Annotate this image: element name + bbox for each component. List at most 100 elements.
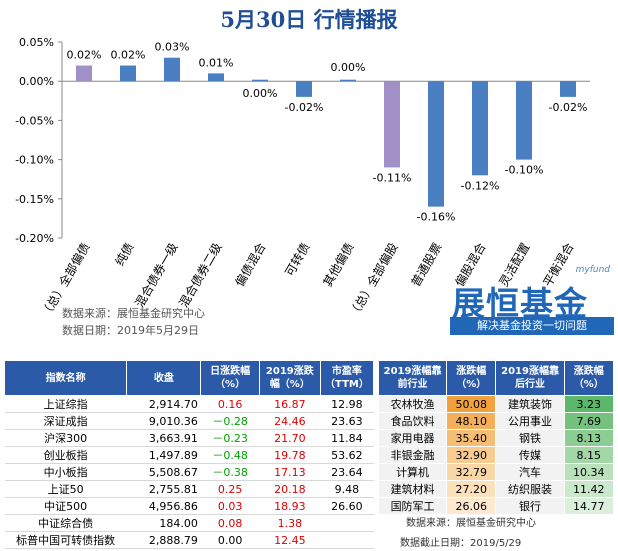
index-pe-cell [320,531,374,549]
bottom-change-cell: 8.13 [563,429,615,447]
industry-row: 非银金融 32.90 传媒 8.15 [377,446,615,464]
category-label: 混合债券二级 [176,240,225,310]
index-daily-change-cell: 0.16 [200,395,260,413]
index-row: 沪深300 3,663.91 －0.23 21.70 11.84 [4,429,374,447]
bar-value-label: -0.02% [285,101,324,114]
y-tick-label: -0.10% [15,154,54,167]
top-change-cell: 35.40 [446,429,497,447]
index-row: 深证成指 9,010.36 －0.28 24.46 23.63 [4,412,374,430]
industry-row: 国防军工 26.06 银行 14.77 [377,497,615,515]
index-name-cell: 沪深300 [4,429,127,447]
bar [76,65,92,82]
category-label: 混合债券一级 [132,240,181,310]
index-ytd-change-cell: 1.38 [259,514,321,532]
bar [472,81,488,176]
bar-value-label: -0.16% [417,211,456,224]
index-ytd-change-cell: 18.93 [259,497,321,515]
index-close-cell: 9,010.36 [126,412,201,430]
header-top-change: 涨跌幅（%） [446,360,497,396]
bar-value-label: 0.00% [331,61,366,74]
header-index-name: 指数名称 [3,360,128,396]
y-tick-label: 0.00% [19,75,54,88]
index-name-cell: 创业板指 [4,446,127,464]
index-row: 创业板指 1,497.89 －0.48 19.78 53.62 [4,446,374,464]
index-row: 标普中国可转债指数 2,888.79 0.00 12.45 [4,531,374,549]
index-table: 指数名称 收盘 日涨跌幅（%） 2019涨跌幅（%） 市盈率（TTM） 上证综指… [3,360,375,549]
bar [516,81,532,160]
table-date-note: 数据截止日期：2019/5/29 [400,538,522,549]
category-label: 可转债 [282,240,313,279]
index-row: 中证500 4,956.86 0.03 18.93 26.60 [4,497,374,515]
industry-table: 2019涨幅靠前行业 涨跌幅（%） 2019涨幅靠后行业 涨跌幅（%） 农林牧渔… [377,360,615,515]
bar-chart: 0.05% 0.00% -0.05% -0.10% -0.15% -0.20% 0.02%… [15,36,590,337]
bar [120,65,136,82]
bottom-change-cell: 8.15 [563,446,615,464]
bar [208,73,224,82]
category-label: 其他偏债 [320,240,357,289]
index-name-cell: 中小板指 [4,463,127,481]
bar-value-label: 0.00% [243,87,278,100]
index-ytd-change-cell: 12.45 [259,531,321,549]
index-daily-change-cell: 0.25 [200,480,260,498]
header-pe: 市盈率（TTM） [319,360,375,396]
index-pe-cell [320,514,374,532]
index-pe-cell: 9.48 [320,480,374,498]
category-label: 普通股票 [408,241,444,290]
bottom-industry-cell: 钢铁 [495,429,565,447]
bar [252,79,268,82]
index-close-cell: 2,914.70 [126,395,201,413]
header-close: 收盘 [126,360,202,396]
logo-slogan: 解决基金投资一切问题 [450,317,614,335]
index-pe-cell: 11.84 [320,429,374,447]
bar [296,81,312,97]
y-tick-label: 0.05% [19,36,54,49]
index-pe-cell: 53.62 [320,446,374,464]
index-ytd-change-cell: 20.18 [259,480,321,498]
bar-value-label: 0.01% [199,56,234,69]
industry-row: 农林牧渔 50.08 建筑装饰 3.23 [377,395,615,413]
index-pe-cell: 26.60 [320,497,374,515]
y-tick-label: -0.20% [15,232,54,245]
bar-value-label: -0.10% [505,164,544,177]
index-daily-change-cell: －0.38 [200,463,260,481]
bottom-change-cell: 10.34 [563,463,615,481]
y-tick-label: -0.05% [15,114,54,127]
page-title: 5月30日 行情播报 [220,7,398,32]
index-name-cell: 上证综指 [4,395,127,413]
industry-table-header: 2019涨幅靠前行业 涨跌幅（%） 2019涨幅靠后行业 涨跌幅（%） [377,360,615,396]
bottom-industry-cell: 传媒 [495,446,565,464]
index-name-cell: 深证成指 [4,412,127,430]
bar-value-label: -0.02% [549,101,588,114]
top-change-cell: 32.79 [446,463,497,481]
index-row: 中证综合债 184.00 0.08 1.38 [4,514,374,532]
index-ytd-change-cell: 16.87 [259,395,321,413]
index-row: 中小板指 5,508.67 －0.38 17.13 23.64 [4,463,374,481]
brand-logo: myfund 展恒基金 解决基金投资一切问题 [448,263,618,338]
top-change-cell: 27.20 [446,480,497,498]
header-ytd-change: 2019涨跌幅（%） [258,360,321,396]
bar [340,79,356,82]
bottom-industry-cell: 银行 [495,497,565,515]
index-ytd-change-cell: 17.13 [259,463,321,481]
index-name-cell: 标普中国可转债指数 [4,531,127,549]
index-close-cell: 5,508.67 [126,463,201,481]
index-table-header: 指数名称 收盘 日涨跌幅（%） 2019涨跌幅（%） 市盈率（TTM） [3,360,375,396]
industry-row: 食品饮料 48.10 公用事业 7.69 [377,412,615,430]
index-pe-cell: 23.64 [320,463,374,481]
bar [164,57,180,82]
top-industry-cell: 非银金融 [377,446,448,464]
index-close-cell: 1,497.89 [126,446,201,464]
top-change-cell: 26.06 [446,497,497,515]
index-daily-change-cell: 0.03 [200,497,260,515]
chart-date-note: 数据日期：2019年5月29日 [62,323,199,337]
logo-small-text: myfund [575,265,610,275]
index-close-cell: 3,663.91 [126,429,201,447]
bottom-industry-cell: 公用事业 [495,412,565,430]
logo-brand-text: 展恒基金 [452,284,588,323]
top-industry-cell: 家用电器 [377,429,448,447]
index-name-cell: 中证500 [4,497,127,515]
bar [384,81,400,168]
top-industry-cell: 食品饮料 [377,412,448,430]
bar [428,81,444,207]
index-pe-cell: 23.63 [320,412,374,430]
